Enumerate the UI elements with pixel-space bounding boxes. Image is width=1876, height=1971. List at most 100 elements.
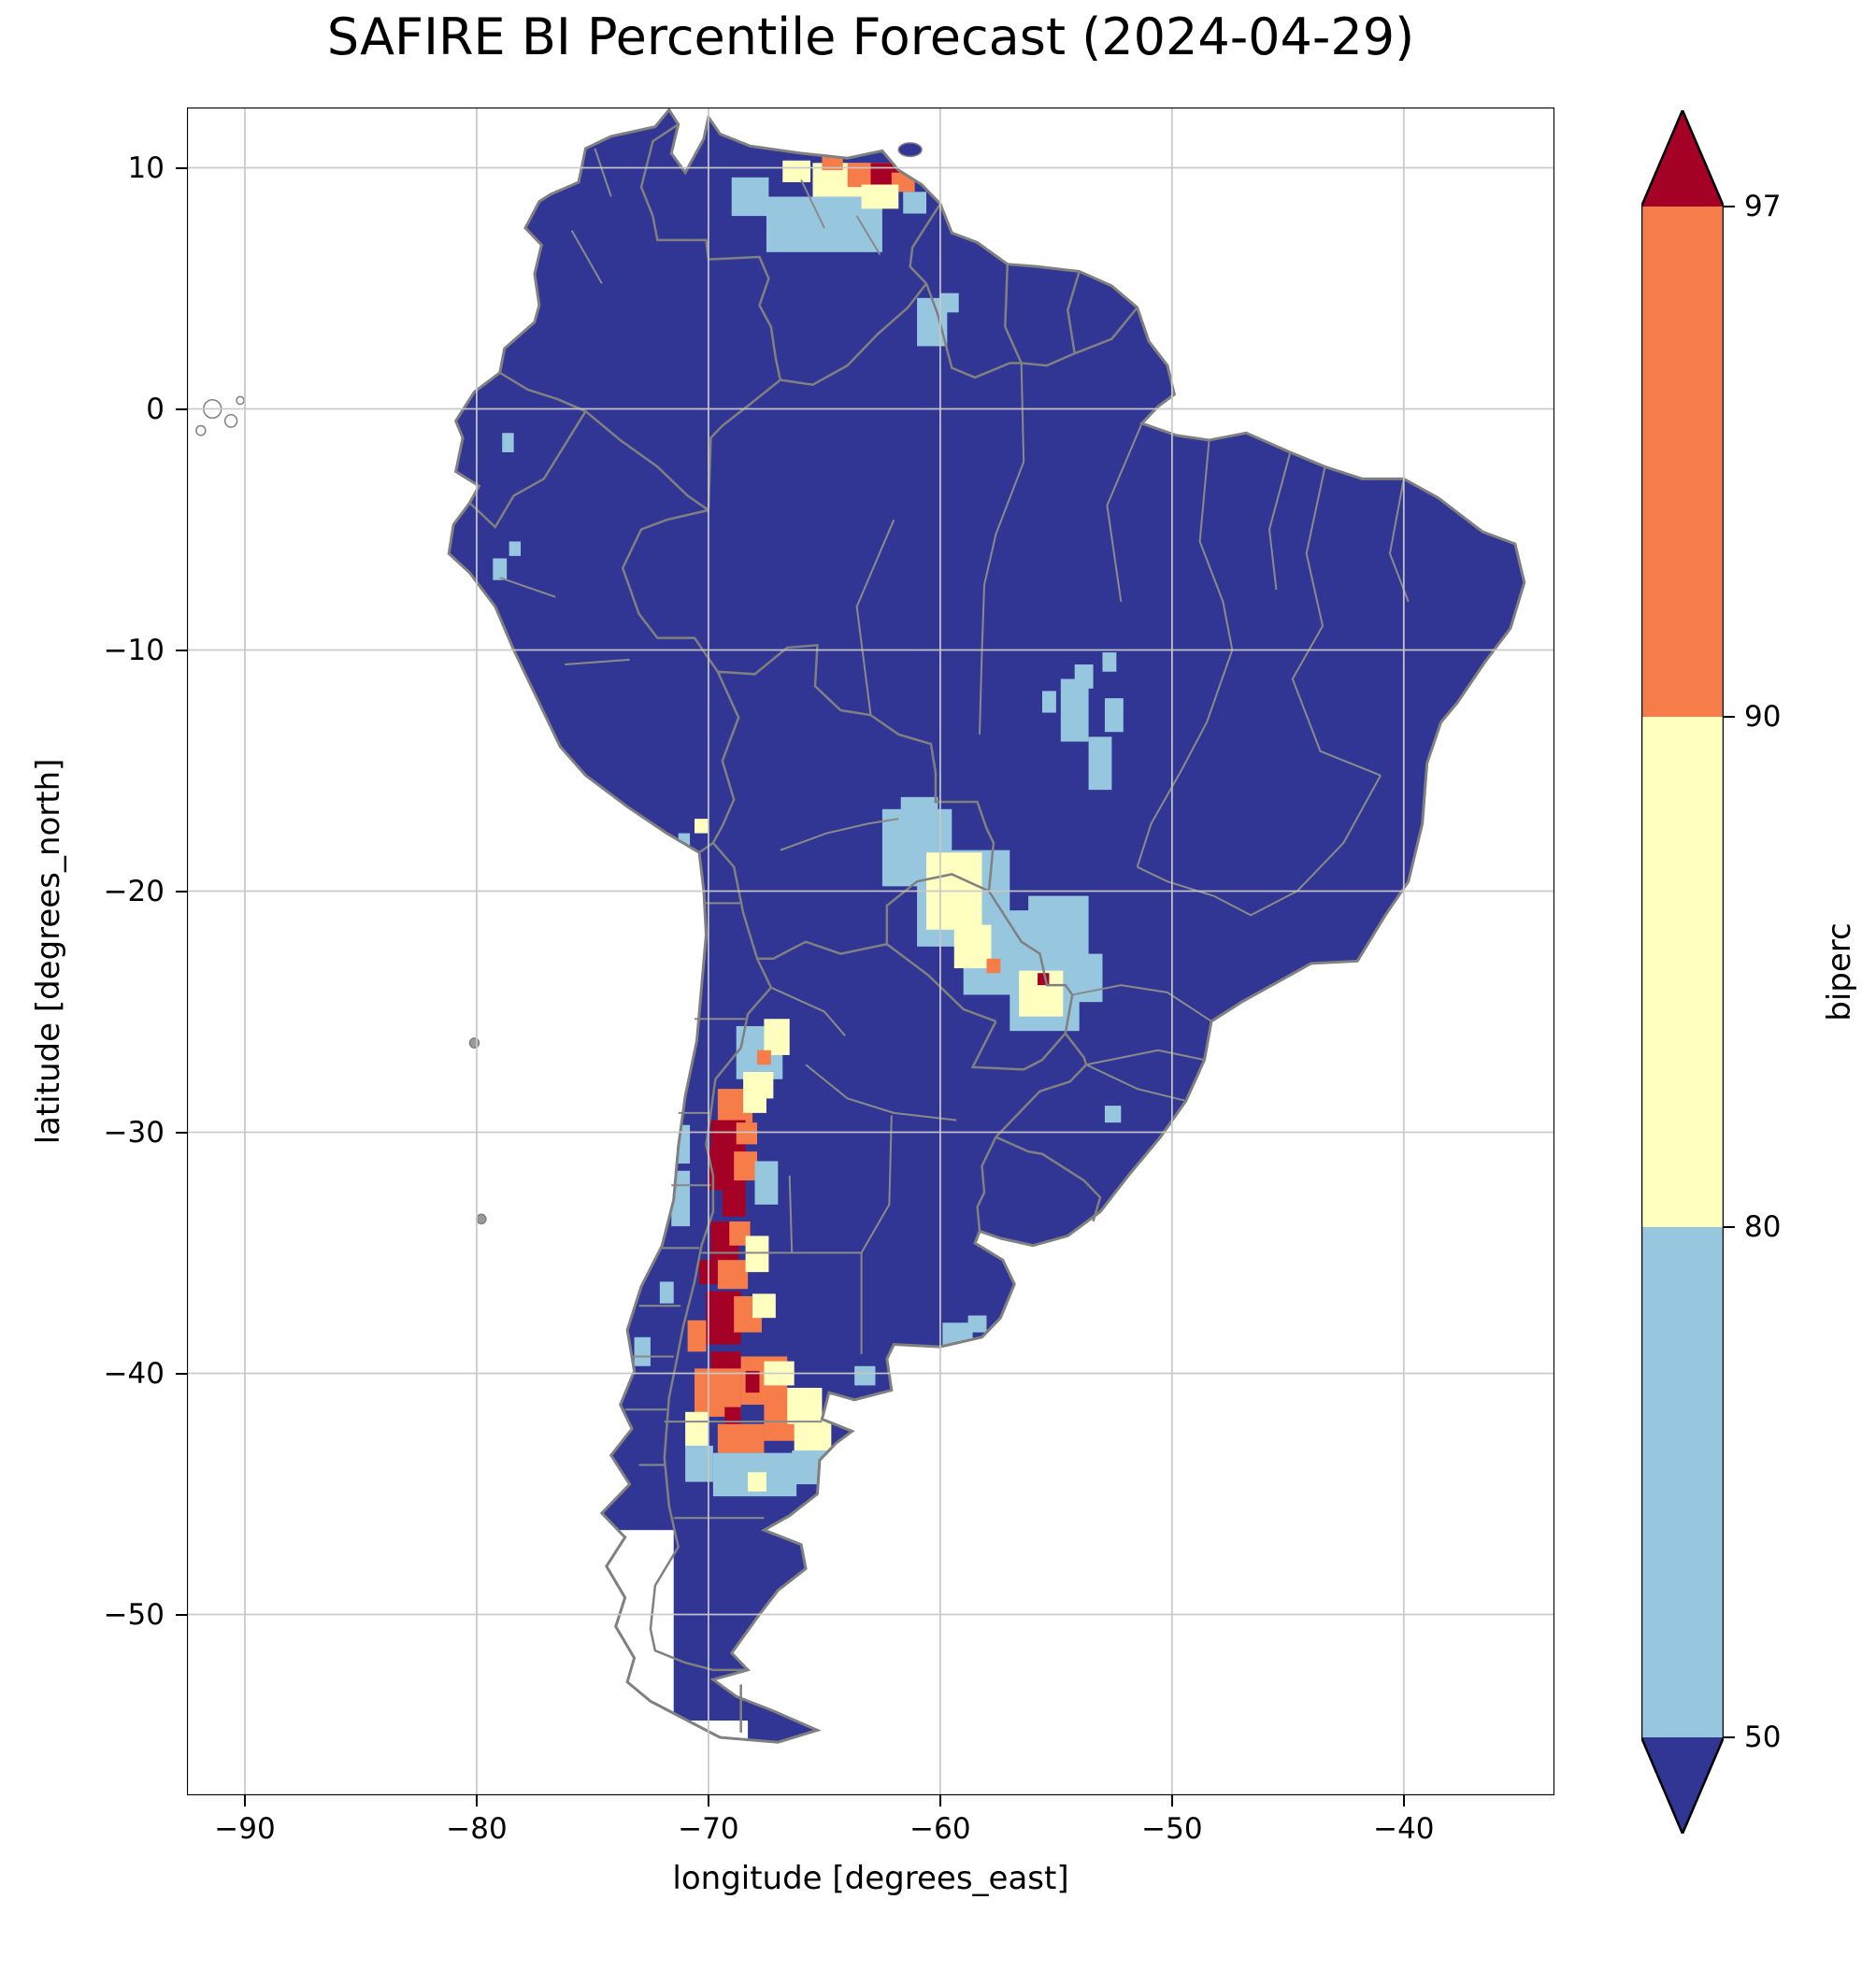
x-axis-tick-labels: −90 −80 −70 −60 −50 −40 bbox=[187, 1812, 1554, 1851]
y-tick bbox=[176, 407, 187, 410]
heatmap-cell bbox=[745, 1370, 760, 1393]
x-tick-label: −50 bbox=[1141, 1812, 1203, 1846]
heatmap-cell bbox=[903, 192, 927, 214]
y-tick bbox=[176, 1131, 187, 1134]
colorbar-seg-80-90 bbox=[1641, 717, 1724, 1228]
y-tick bbox=[176, 1372, 187, 1375]
x-tick-label: −90 bbox=[214, 1812, 276, 1846]
colorbar-seg-90-97 bbox=[1641, 206, 1724, 718]
heatmap-cell bbox=[1088, 736, 1112, 791]
colorbar-svg bbox=[1641, 110, 1724, 1834]
colorbar-extend-min bbox=[1641, 1737, 1724, 1834]
heatmap-cell bbox=[673, 1721, 749, 1743]
x-tick-label: −40 bbox=[1373, 1812, 1435, 1846]
x-tick bbox=[243, 1795, 246, 1807]
y-tick bbox=[176, 166, 187, 169]
y-axis-tick-labels: 10 0 −10 −20 −30 −40 −50 bbox=[43, 107, 165, 1795]
heatmap-cell bbox=[695, 819, 709, 834]
heatmap-cell bbox=[1074, 664, 1094, 689]
galapagos-island bbox=[196, 426, 206, 436]
y-tick bbox=[176, 890, 187, 893]
y-tick-label: 10 bbox=[127, 150, 165, 185]
colorbar-extend-max bbox=[1641, 110, 1724, 207]
colorbar-ticks bbox=[1724, 110, 1735, 1834]
colorbar bbox=[1641, 110, 1724, 1834]
heatmap-cell bbox=[743, 1089, 766, 1113]
colorbar-label: biperc bbox=[1821, 922, 1858, 1021]
colorbar-tick-97: 97 bbox=[1744, 189, 1782, 223]
heatmap-cell bbox=[685, 1411, 709, 1449]
y-tick-label: −30 bbox=[103, 1115, 165, 1150]
colorbar-tick-labels: 97 90 80 50 bbox=[1744, 110, 1847, 1834]
small-island bbox=[477, 1214, 486, 1223]
heatmap-cell bbox=[1041, 691, 1056, 713]
islands bbox=[196, 143, 922, 1224]
x-tick bbox=[475, 1795, 478, 1807]
coastline bbox=[449, 110, 1525, 1743]
x-tick bbox=[1402, 1795, 1405, 1807]
colorbar-tick bbox=[1724, 1736, 1735, 1738]
heatmap-cell bbox=[754, 1161, 779, 1205]
galapagos-island bbox=[236, 396, 244, 404]
colorbar-tick bbox=[1724, 1226, 1735, 1228]
x-tick bbox=[938, 1795, 941, 1807]
heatmap-cell bbox=[1028, 895, 1089, 959]
heatmap-cell bbox=[502, 433, 514, 452]
heatmap-cell bbox=[731, 177, 769, 217]
heatmap-cell bbox=[1104, 1106, 1122, 1123]
galapagos-island bbox=[225, 415, 237, 427]
heatmap-cell bbox=[734, 1151, 757, 1181]
y-tick-label: −10 bbox=[103, 633, 165, 667]
y-tick-label: −40 bbox=[103, 1356, 165, 1391]
x-tick bbox=[707, 1795, 709, 1807]
heatmap-cell bbox=[1060, 953, 1103, 1003]
heatmap-cell bbox=[508, 541, 522, 556]
colorbar-tick bbox=[1724, 715, 1735, 718]
colorbar-tick-50: 50 bbox=[1744, 1721, 1782, 1754]
y-tick-label: −20 bbox=[103, 874, 165, 908]
heatmap-cell bbox=[717, 1260, 749, 1290]
heatmap-cell bbox=[659, 1281, 674, 1304]
heatmap-cell bbox=[493, 558, 508, 580]
heatmap-cell bbox=[782, 160, 811, 182]
heatmap-cell bbox=[717, 1423, 765, 1453]
heatmap-cell bbox=[986, 958, 1001, 974]
heatmap-cell bbox=[1104, 698, 1124, 733]
y-tick bbox=[176, 649, 187, 651]
heatmap-cell bbox=[861, 184, 899, 209]
x-tick-label: −70 bbox=[678, 1812, 739, 1846]
heatmap-cell bbox=[745, 1235, 769, 1273]
south-america-map bbox=[187, 107, 1554, 1795]
heatmap-cell bbox=[1060, 678, 1089, 742]
y-tick bbox=[176, 1613, 187, 1616]
x-tick-label: −60 bbox=[909, 1812, 971, 1846]
colorbar-tick bbox=[1724, 205, 1735, 207]
chart-title: SAFIRE BI Percentile Forecast (2024-04-2… bbox=[326, 7, 1415, 66]
small-island bbox=[470, 1038, 480, 1048]
y-axis-label: latitude [degrees_north] bbox=[30, 758, 67, 1145]
heatmap-cell bbox=[724, 1407, 741, 1424]
heatmap-cell bbox=[722, 1190, 746, 1217]
colorbar-seg-50-80 bbox=[1641, 1226, 1724, 1738]
heatmap-cell bbox=[939, 293, 959, 313]
heatmap-cell bbox=[729, 1221, 751, 1246]
x-axis-ticks bbox=[187, 1795, 1554, 1808]
heatmap-cell bbox=[764, 1019, 790, 1055]
state-boundaries bbox=[500, 149, 1409, 1518]
colorbar-tick-80: 80 bbox=[1744, 1210, 1782, 1244]
y-axis-ticks bbox=[174, 107, 187, 1795]
trinidad-island bbox=[898, 143, 922, 156]
heatmap-cell bbox=[854, 1365, 876, 1386]
y-tick-label: −50 bbox=[103, 1597, 165, 1632]
heatmap-cell bbox=[736, 1122, 757, 1145]
heatmap-cell bbox=[953, 924, 992, 969]
heatmap-cell bbox=[900, 796, 938, 836]
heatmap-cell bbox=[748, 1472, 766, 1492]
heatmap-cell bbox=[967, 1315, 987, 1333]
heatmap-cell bbox=[687, 1320, 707, 1352]
colorbar-tick-90: 90 bbox=[1744, 699, 1782, 734]
x-tick bbox=[1170, 1795, 1173, 1807]
x-axis-label: longitude [degrees_east] bbox=[672, 1860, 1069, 1897]
x-tick-label: −80 bbox=[446, 1812, 508, 1846]
